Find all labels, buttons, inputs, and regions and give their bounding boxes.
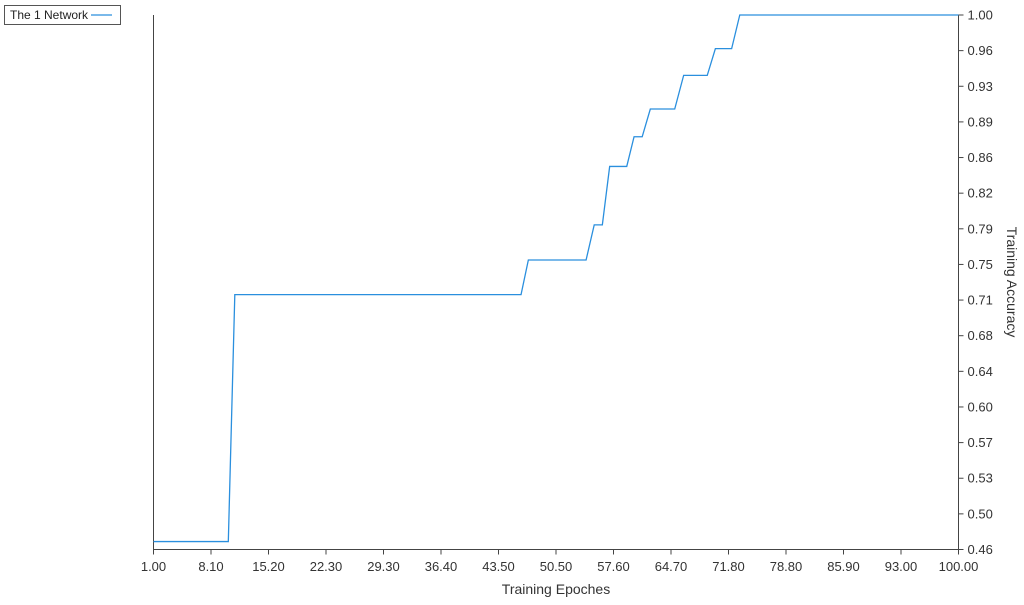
x-tick-label: 64.70 [655, 559, 688, 574]
y-axis-title: Training Accuracy [1004, 227, 1020, 338]
x-tick-label: 71.80 [712, 559, 745, 574]
y-tick-label: 0.57 [968, 435, 993, 450]
y-tick-label: 0.75 [968, 257, 993, 272]
y-tick-label: 0.64 [968, 364, 993, 379]
legend-box [4, 5, 121, 25]
x-tick-label: 85.90 [827, 559, 860, 574]
y-tick-label: 0.71 [968, 293, 993, 308]
legend[interactable]: The 1 Network [4, 5, 121, 25]
y-tick-label: 1.00 [968, 8, 993, 23]
x-tick-label: 36.40 [425, 559, 458, 574]
x-tick-label: 43.50 [482, 559, 515, 574]
x-tick-label: 1.00 [141, 559, 166, 574]
x-tick-label: 8.10 [198, 559, 223, 574]
y-axis-ticks: 0.46 0.50 0.53 0.57 0.60 0.64 0.68 0.71 0.75 0.79… [958, 8, 993, 557]
x-tick-label: 93.00 [885, 559, 918, 574]
x-tick-label: 100.00 [939, 559, 979, 574]
y-tick-label: 0.86 [968, 150, 993, 165]
y-tick-label: 0.53 [968, 471, 993, 486]
y-tick-label: 0.68 [968, 328, 993, 343]
x-axis-title: Training Epoches [502, 581, 610, 597]
x-tick-label: 50.50 [540, 559, 573, 574]
y-tick-label: 0.46 [968, 542, 993, 557]
x-tick-label: 29.30 [367, 559, 400, 574]
x-tick-label: 78.80 [770, 559, 803, 574]
series-line[interactable] [153, 14, 959, 543]
x-tick-label: 57.60 [597, 559, 630, 574]
y-tick-label: 0.93 [968, 79, 993, 94]
x-tick-label: 15.20 [252, 559, 285, 574]
x-axis-ticks: 1.00 8.10 15.20 22.30 29.30 36.40 43.50 50.50 57… [141, 549, 979, 574]
series-layer [153, 14, 959, 543]
x-tick-label: 22.30 [310, 559, 343, 574]
y-tick-label: 0.79 [968, 221, 993, 236]
y-tick-label: 0.82 [968, 186, 993, 201]
y-tick-label: 0.96 [968, 43, 993, 58]
y-tick-label: 0.89 [968, 114, 993, 129]
y-tick-label: 0.50 [968, 506, 993, 521]
y-tick-label: 0.60 [968, 399, 993, 414]
legend-label: The 1 Network [10, 8, 89, 22]
